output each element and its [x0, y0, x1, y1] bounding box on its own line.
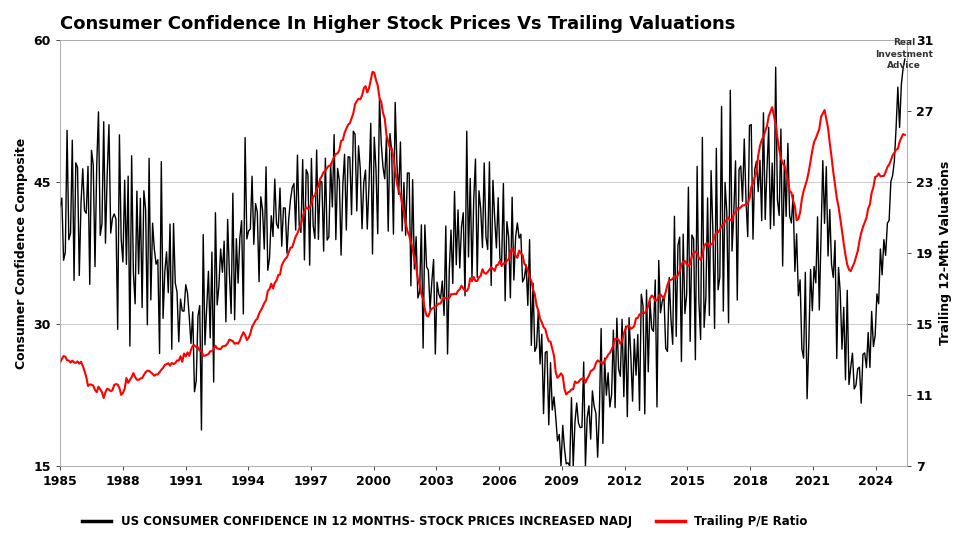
Y-axis label: Trailing 12-Mth Valuations: Trailing 12-Mth Valuations	[939, 161, 952, 345]
Y-axis label: Consumer Confidence Composite: Consumer Confidence Composite	[15, 137, 28, 369]
Text: Real
Investment
Advice: Real Investment Advice	[875, 38, 933, 70]
Legend: US CONSUMER CONFIDENCE IN 12 MONTHS- STOCK PRICES INCREASED NADJ, Trailing P/E R: US CONSUMER CONFIDENCE IN 12 MONTHS- STO…	[77, 510, 812, 532]
Text: Consumer Confidence In Higher Stock Prices Vs Trailing Valuations: Consumer Confidence In Higher Stock Pric…	[60, 15, 736, 33]
